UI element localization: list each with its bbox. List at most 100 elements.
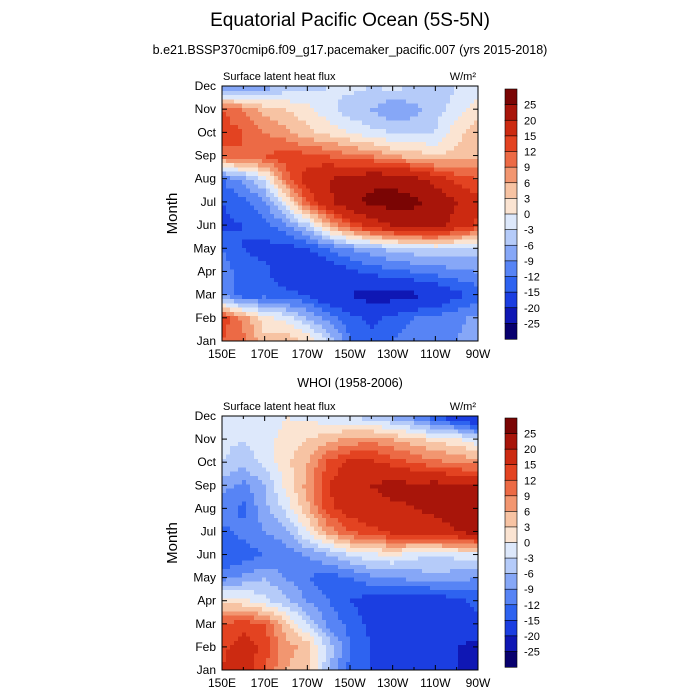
- heatmap-cell: [234, 111, 239, 117]
- heatmap-cell: [278, 623, 283, 629]
- heatmap-cell: [274, 149, 279, 155]
- heatmap-cell: [470, 188, 475, 193]
- heatmap-cell: [426, 294, 431, 300]
- heatmap-cell: [294, 188, 299, 193]
- y-tick-label: Apr: [197, 264, 216, 278]
- heatmap-cell: [406, 602, 411, 608]
- heatmap-cell: [366, 132, 371, 138]
- heatmap-cell: [278, 115, 283, 121]
- heatmap-cell: [446, 290, 451, 295]
- heatmap-cell: [422, 209, 427, 215]
- heatmap-cell: [226, 311, 231, 317]
- heatmap-cell: [274, 623, 279, 629]
- heatmap-cell: [350, 171, 355, 176]
- heatmap-cell: [234, 86, 239, 91]
- heatmap-cell: [418, 120, 423, 125]
- heatmap-cell: [354, 302, 359, 308]
- heatmap-cell: [390, 268, 395, 274]
- heatmap-cell: [266, 264, 271, 270]
- heatmap-cell: [342, 107, 347, 113]
- heatmap-cell: [226, 281, 231, 287]
- heatmap-cell: [454, 332, 459, 338]
- heatmap-cell: [310, 602, 315, 608]
- heatmap-cell: [322, 141, 327, 147]
- heatmap-cell: [286, 644, 291, 650]
- heatmap-cell: [262, 636, 267, 641]
- heatmap-cell: [318, 290, 323, 295]
- heatmap-cell: [258, 107, 263, 113]
- heatmap-cell: [466, 115, 471, 121]
- heatmap-cell: [442, 640, 447, 646]
- heatmap-cell: [278, 90, 283, 96]
- heatmap-cell: [426, 315, 431, 321]
- heatmap-cell: [266, 315, 271, 321]
- heatmap-cell: [234, 192, 239, 198]
- heatmap-cell: [382, 205, 387, 210]
- heatmap-cell: [310, 264, 315, 270]
- y-tick-label: Jan: [197, 334, 216, 348]
- heatmap-cell: [326, 294, 331, 300]
- heatmap-cell: [282, 332, 287, 338]
- heatmap-cell: [422, 86, 427, 91]
- heatmap-cell: [390, 247, 395, 253]
- heatmap-cell: [446, 171, 451, 176]
- heatmap-cell: [262, 111, 267, 117]
- heatmap-cell: [266, 648, 271, 654]
- heatmap-cell: [330, 226, 335, 232]
- heatmap-cell: [258, 175, 263, 181]
- heatmap-cell: [462, 614, 467, 620]
- heatmap-cell: [450, 619, 455, 625]
- heatmap-cell: [250, 602, 255, 608]
- heatmap-cell: [442, 614, 447, 620]
- heatmap-cell: [462, 183, 467, 189]
- heatmap-cell: [322, 90, 327, 96]
- heatmap-cell: [458, 128, 463, 134]
- heatmap-cell: [326, 640, 331, 646]
- heatmap-cell: [454, 230, 459, 236]
- heatmap-cell: [406, 217, 411, 223]
- heatmap-cell: [362, 315, 367, 321]
- heatmap-cell: [382, 209, 387, 215]
- heatmap-cell: [386, 281, 391, 287]
- heatmap-cell: [366, 653, 371, 658]
- heatmap-cell: [414, 141, 419, 147]
- heatmap-cell: [258, 90, 263, 96]
- heatmap-cell: [426, 281, 431, 287]
- heatmap-cell: [342, 205, 347, 210]
- heatmap-cell: [474, 619, 479, 625]
- heatmap-cell: [298, 128, 303, 134]
- heatmap-cell: [254, 281, 259, 287]
- heatmap-cell: [382, 183, 387, 189]
- heatmap-cell: [310, 623, 315, 629]
- heatmap-cell: [342, 631, 347, 637]
- heatmap-cell: [322, 251, 327, 257]
- heatmap-cell: [298, 137, 303, 142]
- heatmap-cell: [222, 256, 227, 261]
- heatmap-cell: [446, 610, 451, 616]
- heatmap-cell: [278, 307, 283, 312]
- heatmap-cell: [394, 627, 399, 633]
- heatmap-cell: [326, 171, 331, 176]
- heatmap-cell: [258, 166, 263, 172]
- heatmap-cell: [254, 94, 259, 100]
- heatmap-cell: [366, 162, 371, 168]
- heatmap-cell: [442, 111, 447, 117]
- heatmap-cell: [394, 665, 399, 671]
- heatmap-cell: [338, 132, 343, 138]
- heatmap-cell: [350, 260, 355, 266]
- heatmap-cell: [282, 623, 287, 629]
- heatmap-cell: [226, 606, 231, 612]
- heatmap-cell: [402, 226, 407, 232]
- heatmap-cell: [466, 234, 471, 240]
- heatmap-cell: [254, 311, 259, 317]
- heatmap-cell: [314, 256, 319, 261]
- heatmap-cell: [338, 166, 343, 172]
- heatmap-cell: [318, 619, 323, 625]
- heatmap-cell: [418, 98, 423, 104]
- heatmap-cell: [402, 281, 407, 287]
- heatmap-cell: [422, 132, 427, 138]
- heatmap-cell: [410, 290, 415, 295]
- heatmap-cell: [446, 602, 451, 608]
- heatmap-cell: [382, 141, 387, 147]
- heatmap-cell: [242, 644, 247, 650]
